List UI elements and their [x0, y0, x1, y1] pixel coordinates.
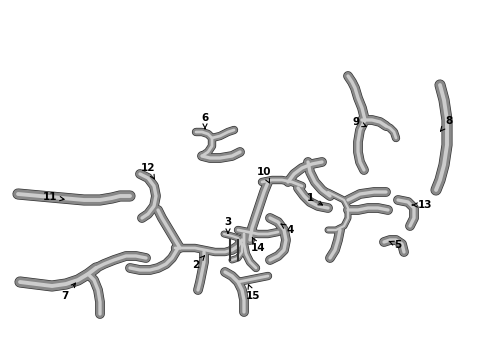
Text: 4: 4	[281, 224, 293, 235]
Text: 9: 9	[352, 117, 366, 127]
Text: 1: 1	[306, 193, 322, 205]
Text: 7: 7	[61, 283, 75, 301]
Text: 11: 11	[42, 192, 64, 202]
Text: 5: 5	[388, 240, 401, 250]
Text: 14: 14	[250, 238, 265, 253]
Text: 10: 10	[256, 167, 271, 183]
Text: 6: 6	[201, 113, 208, 129]
Text: 3: 3	[224, 217, 231, 233]
Text: 8: 8	[440, 116, 452, 131]
Text: 12: 12	[141, 163, 155, 179]
Text: 13: 13	[411, 200, 431, 210]
Text: 2: 2	[192, 256, 204, 270]
Text: 15: 15	[245, 285, 260, 301]
